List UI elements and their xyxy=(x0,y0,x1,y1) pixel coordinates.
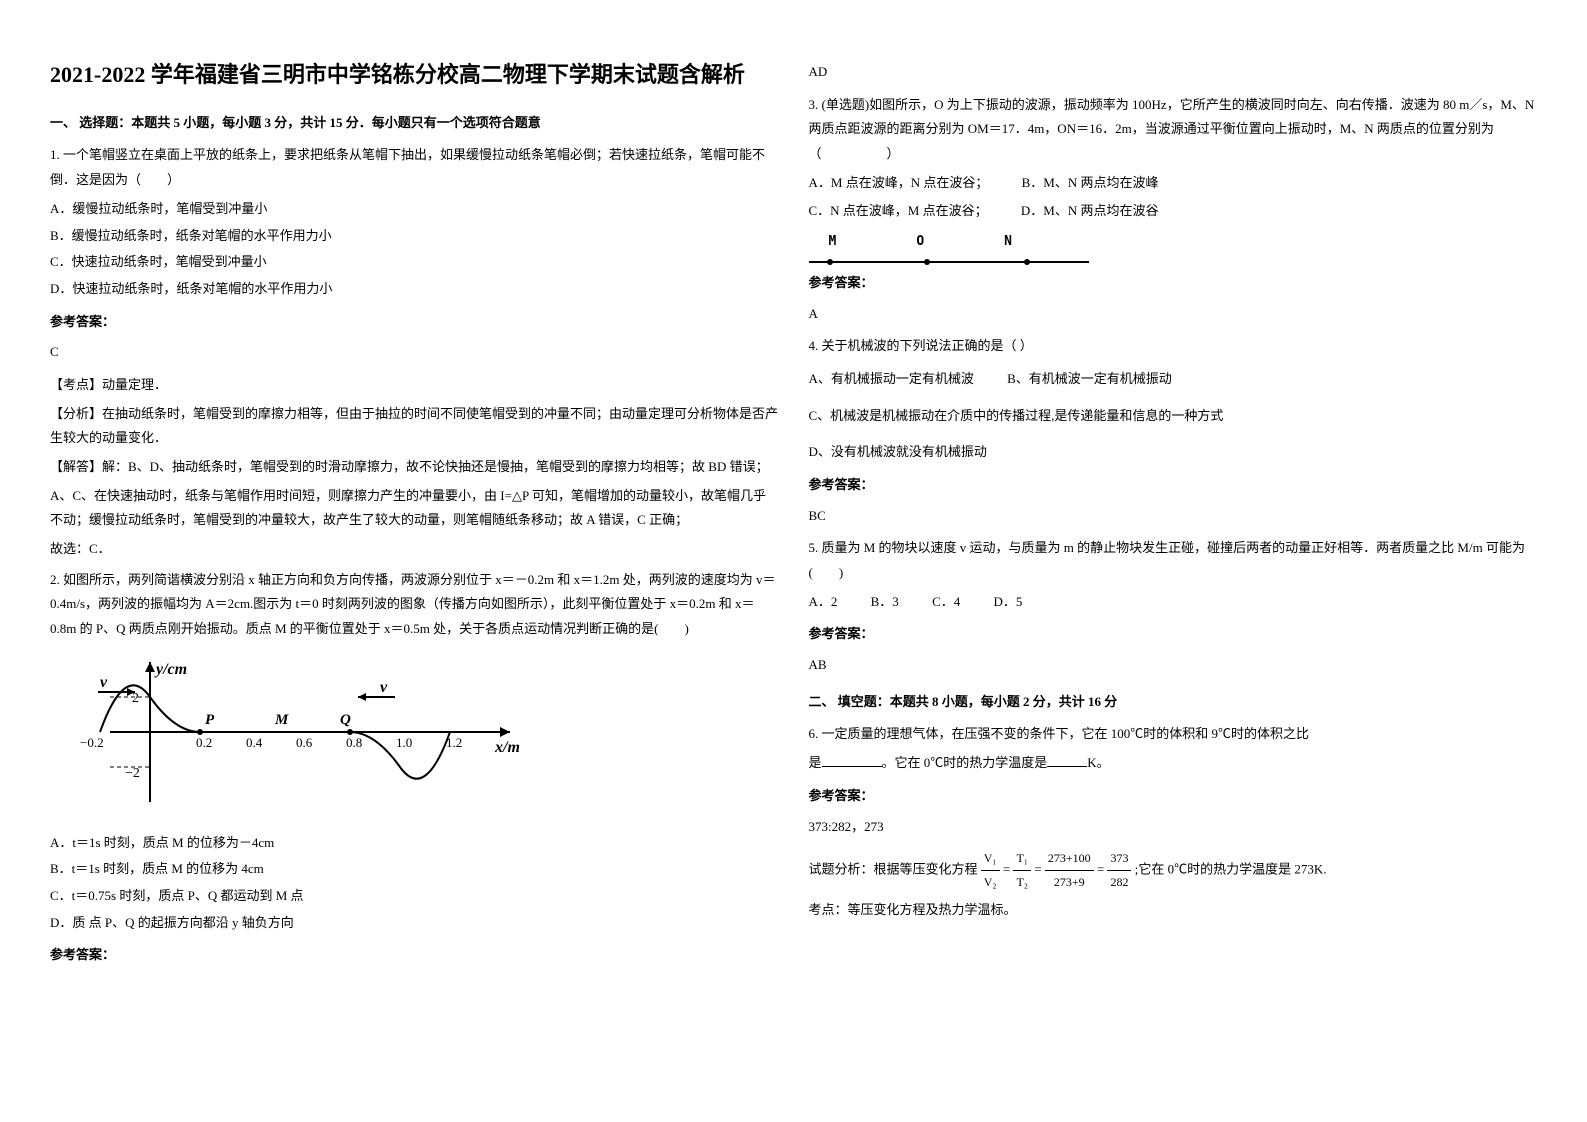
svg-text:v: v xyxy=(100,674,108,691)
question-3: 3. (单选题)如图所示，O 为上下振动的波源，振动频率为 100Hz，它所产生… xyxy=(809,93,1538,327)
q2-optB: B．t＝1s 时刻，质点 M 的位移为 4cm xyxy=(50,857,779,882)
q3-optD: D．M、N 两点均在波谷 xyxy=(1021,199,1159,224)
svg-text:0.8: 0.8 xyxy=(346,735,362,750)
q4-ref-label: 参考答案： xyxy=(809,473,1538,498)
eq1: = xyxy=(1003,861,1014,876)
svg-text:−2: −2 xyxy=(125,766,140,781)
q3-wave-line xyxy=(809,261,1089,263)
q5-answer: AB xyxy=(809,653,1538,678)
q3-answer: A xyxy=(809,302,1538,327)
svg-text:−0.2: −0.2 xyxy=(80,735,104,750)
q3-opts-row1: A．M 点在波峰，N 点在波谷； B．M、N 两点均在波峰 xyxy=(809,171,1538,196)
frac3: 273+100273+9 xyxy=(1045,847,1094,894)
svg-text:P: P xyxy=(205,712,215,728)
svg-text:v: v xyxy=(380,679,388,696)
q3-opts-row2: C．N 点在波峰，M 点在波谷； D．M、N 两点均在波谷 xyxy=(809,199,1538,224)
q6-analysis-post: ;它在 0℃时的热力学温度是 273K. xyxy=(1135,861,1327,876)
svg-text:M: M xyxy=(274,712,289,728)
frac1: V₁V₂ xyxy=(981,847,1000,894)
q2-answer: AD xyxy=(809,60,1538,85)
q4-answer: BC xyxy=(809,504,1538,529)
svg-text:x/m: x/m xyxy=(494,739,520,756)
q5-optB: B．3 xyxy=(871,590,899,615)
q1-solve1: 【解答】解：B、D、抽动纸条时，笔帽受到的时滑动摩擦力，故不论快抽还是慢抽，笔帽… xyxy=(50,455,779,480)
q6-point: 考点：等压变化方程及热力学温标。 xyxy=(809,898,1538,923)
q2-body: 2. 如图所示，两列简谐横波分别沿 x 轴正方向和负方向传播，两波源分别位于 x… xyxy=(50,568,779,642)
question-2: 2. 如图所示，两列简谐横波分别沿 x 轴正方向和负方向传播，两波源分别位于 x… xyxy=(50,568,779,968)
svg-text:0.4: 0.4 xyxy=(246,735,263,750)
y-axis-label: y/cm xyxy=(154,661,187,678)
q1-body: 1. 一个笔帽竖立在桌面上平放的纸条上，要求把纸条从笔帽下抽出，如果缓慢拉动纸条… xyxy=(50,143,779,192)
question-1: 1. 一个笔帽竖立在桌面上平放的纸条上，要求把纸条从笔帽下抽出，如果缓慢拉动纸条… xyxy=(50,143,779,561)
q5-opts: A．2 B．3 C．4 D．5 xyxy=(809,590,1538,615)
section2-header: 二、 填空题：本题共 8 小题，每小题 2 分，共计 16 分 xyxy=(809,690,1538,715)
q1-optC: C．快速拉动纸条时，笔帽受到冲量小 xyxy=(50,250,779,275)
left-column: 2021-2022 学年福建省三明市中学铭栋分校高二物理下学期末试题含解析 一、… xyxy=(50,60,779,1062)
q1-solve2: A、C、在快速抽动时，纸条与笔帽作用时间短，则摩擦力产生的冲量要小，由 I=△P… xyxy=(50,484,779,533)
q1-optA: A．缓慢拉动纸条时，笔帽受到冲量小 xyxy=(50,197,779,222)
q5-ref-label: 参考答案： xyxy=(809,622,1538,647)
q4-optD: D、没有机械波就没有机械振动 xyxy=(809,440,1538,465)
q1-solve3: 故选：C． xyxy=(50,537,779,562)
q6-ref-label: 参考答案： xyxy=(809,784,1538,809)
q5-body: 5. 质量为 M 的物块以速度 v 运动，与质量为 m 的静止物块发生正碰，碰撞… xyxy=(809,536,1538,585)
q3-M: M xyxy=(829,230,837,255)
blank1 xyxy=(822,753,882,767)
q3-optC: C．N 点在波峰，M 点在波谷； xyxy=(809,199,988,224)
q6-analysis-pre: 试题分析：根据等压变化方程 xyxy=(809,861,978,876)
q1-answer: C xyxy=(50,340,779,365)
question-5: 5. 质量为 M 的物块以速度 v 运动，与质量为 m 的静止物块发生正碰，碰撞… xyxy=(809,536,1538,677)
q3-diagram: M O N xyxy=(809,230,1538,255)
q3-body: 3. (单选题)如图所示，O 为上下振动的波源，振动频率为 100Hz，它所产生… xyxy=(809,93,1538,167)
svg-text:1.0: 1.0 xyxy=(396,735,412,750)
q5-optC: C．4 xyxy=(932,590,960,615)
svg-text:0.2: 0.2 xyxy=(196,735,212,750)
q1-point: 【考点】动量定理． xyxy=(50,373,779,398)
eq2: = xyxy=(1034,861,1045,876)
q1-optB: B．缓慢拉动纸条时，纸条对笔帽的水平作用力小 xyxy=(50,224,779,249)
frac2: T₁T₂ xyxy=(1013,847,1031,894)
svg-text:Q: Q xyxy=(340,712,351,728)
q4-opts-row1: A、有机械振动一定有机械波 B、有机械波一定有机械振动 xyxy=(809,367,1538,392)
wave-graph-svg: y/cm 2 −2 −0.2 0.2 0.4 0.6 0.8 1.0 1.2 x… xyxy=(50,652,530,812)
q2-optC: C．t＝0.75s 时刻，质点 P、Q 都运动到 M 点 xyxy=(50,884,779,909)
q3-optB: B．M、N 两点均在波峰 xyxy=(1022,171,1159,196)
svg-text:0.6: 0.6 xyxy=(296,735,313,750)
q3-ref-label: 参考答案： xyxy=(809,271,1538,296)
q6-end: K。 xyxy=(1087,755,1109,770)
section1-header: 一、 选择题：本题共 5 小题，每小题 3 分，共计 15 分．每小题只有一个选… xyxy=(50,111,779,136)
q2-ref-label: 参考答案： xyxy=(50,943,779,968)
q6-answer: 373:282，273 xyxy=(809,815,1538,840)
q1-analysis: 【分析】在抽动纸条时，笔帽受到的摩擦力相等，但由于抽拉的时间不同使笔帽受到的冲量… xyxy=(50,402,779,451)
q6-body-line2: 是 。它在 0℃时的热力学温度是 K。 xyxy=(809,751,1538,776)
svg-text:2: 2 xyxy=(132,691,139,706)
q3-optA: A．M 点在波峰，N 点在波谷； xyxy=(809,171,989,196)
q2-optA: A．t＝1s 时刻，质点 M 的位移为－4cm xyxy=(50,831,779,856)
page-title: 2021-2022 学年福建省三明市中学铭栋分校高二物理下学期末试题含解析 xyxy=(50,60,779,91)
q4-optA: A、有机械振动一定有机械波 xyxy=(809,367,974,392)
q2-optD: D．质 点 P、Q 的起振方向都沿 y 轴负方向 xyxy=(50,911,779,936)
q1-ref-label: 参考答案： xyxy=(50,310,779,335)
right-column: AD 3. (单选题)如图所示，O 为上下振动的波源，振动频率为 100Hz，它… xyxy=(809,60,1538,1062)
frac4: 373282 xyxy=(1107,847,1131,894)
q5-optD: D．5 xyxy=(993,590,1022,615)
q4-body: 4. 关于机械波的下列说法正确的是（ ） xyxy=(809,334,1538,359)
blank2 xyxy=(1047,753,1087,767)
q2-graph: y/cm 2 −2 −0.2 0.2 0.4 0.6 0.8 1.0 1.2 x… xyxy=(50,652,779,821)
q6-body-pre: 6. 一定质量的理想气体，在压强不变的条件下，它在 100℃时的体积和 9℃时的… xyxy=(809,722,1538,747)
q4-optC: C、机械波是机械振动在介质中的传播过程,是传递能量和信息的一种方式 xyxy=(809,404,1538,429)
question-6: 6. 一定质量的理想气体，在压强不变的条件下，它在 100℃时的体积和 9℃时的… xyxy=(809,722,1538,922)
q3-O: O xyxy=(916,230,924,255)
q6-mid2: 。它在 0℃时的热力学温度是 xyxy=(882,755,1048,770)
q3-N: N xyxy=(1004,230,1012,255)
q1-optD: D．快速拉动纸条时，纸条对笔帽的水平作用力小 xyxy=(50,277,779,302)
eq3: = xyxy=(1097,861,1108,876)
q6-analysis: 试题分析：根据等压变化方程 V₁V₂ = T₁T₂ = 273+100273+9… xyxy=(809,847,1538,894)
q4-optB: B、有机械波一定有机械振动 xyxy=(1007,367,1172,392)
q6-mid: 是 xyxy=(809,755,822,770)
q5-optA: A．2 xyxy=(809,590,838,615)
question-4: 4. 关于机械波的下列说法正确的是（ ） A、有机械振动一定有机械波 B、有机械… xyxy=(809,334,1538,528)
